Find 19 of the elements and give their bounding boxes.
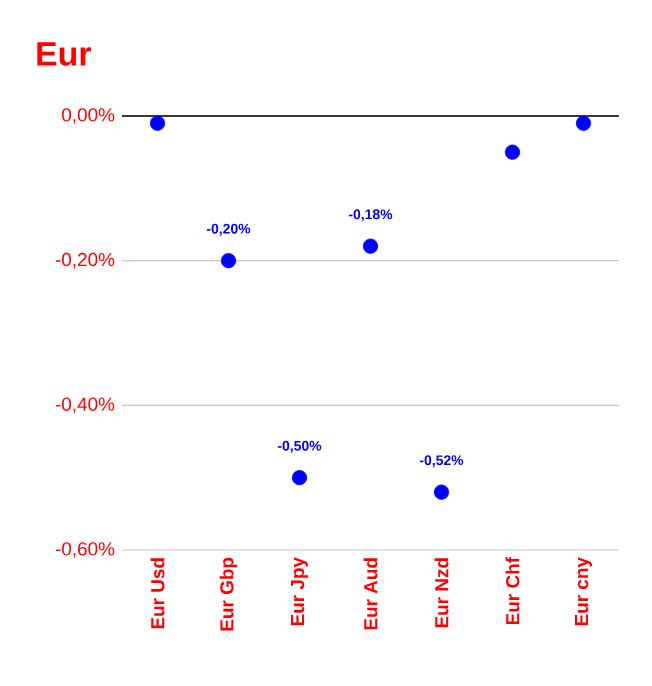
point	[575, 115, 592, 131]
y-tick-label: 0,00%	[62, 108, 115, 124]
y-tick-label: -0,60%	[55, 542, 115, 558]
x-tick-label: Eur Usd	[150, 558, 165, 629]
point	[433, 484, 450, 500]
x-tick-label: Eur Jpy	[291, 557, 308, 626]
point	[291, 470, 308, 486]
chart-title: Eur	[37, 42, 91, 66]
point	[220, 253, 237, 269]
point	[504, 144, 521, 160]
x-tick-label: Eur Aud	[363, 558, 378, 630]
x-tick-label: Eur Gbp	[219, 557, 238, 631]
x-tick-label: Eur cny	[575, 557, 592, 626]
x-tick-label: Eur Nzd	[434, 558, 449, 628]
y-tick-label: -0,40%	[55, 397, 115, 414]
point	[362, 238, 379, 254]
x-tick-label: Eur Chf	[505, 557, 520, 625]
y-tick-label: -0,20%	[55, 252, 115, 269]
point	[149, 115, 166, 131]
